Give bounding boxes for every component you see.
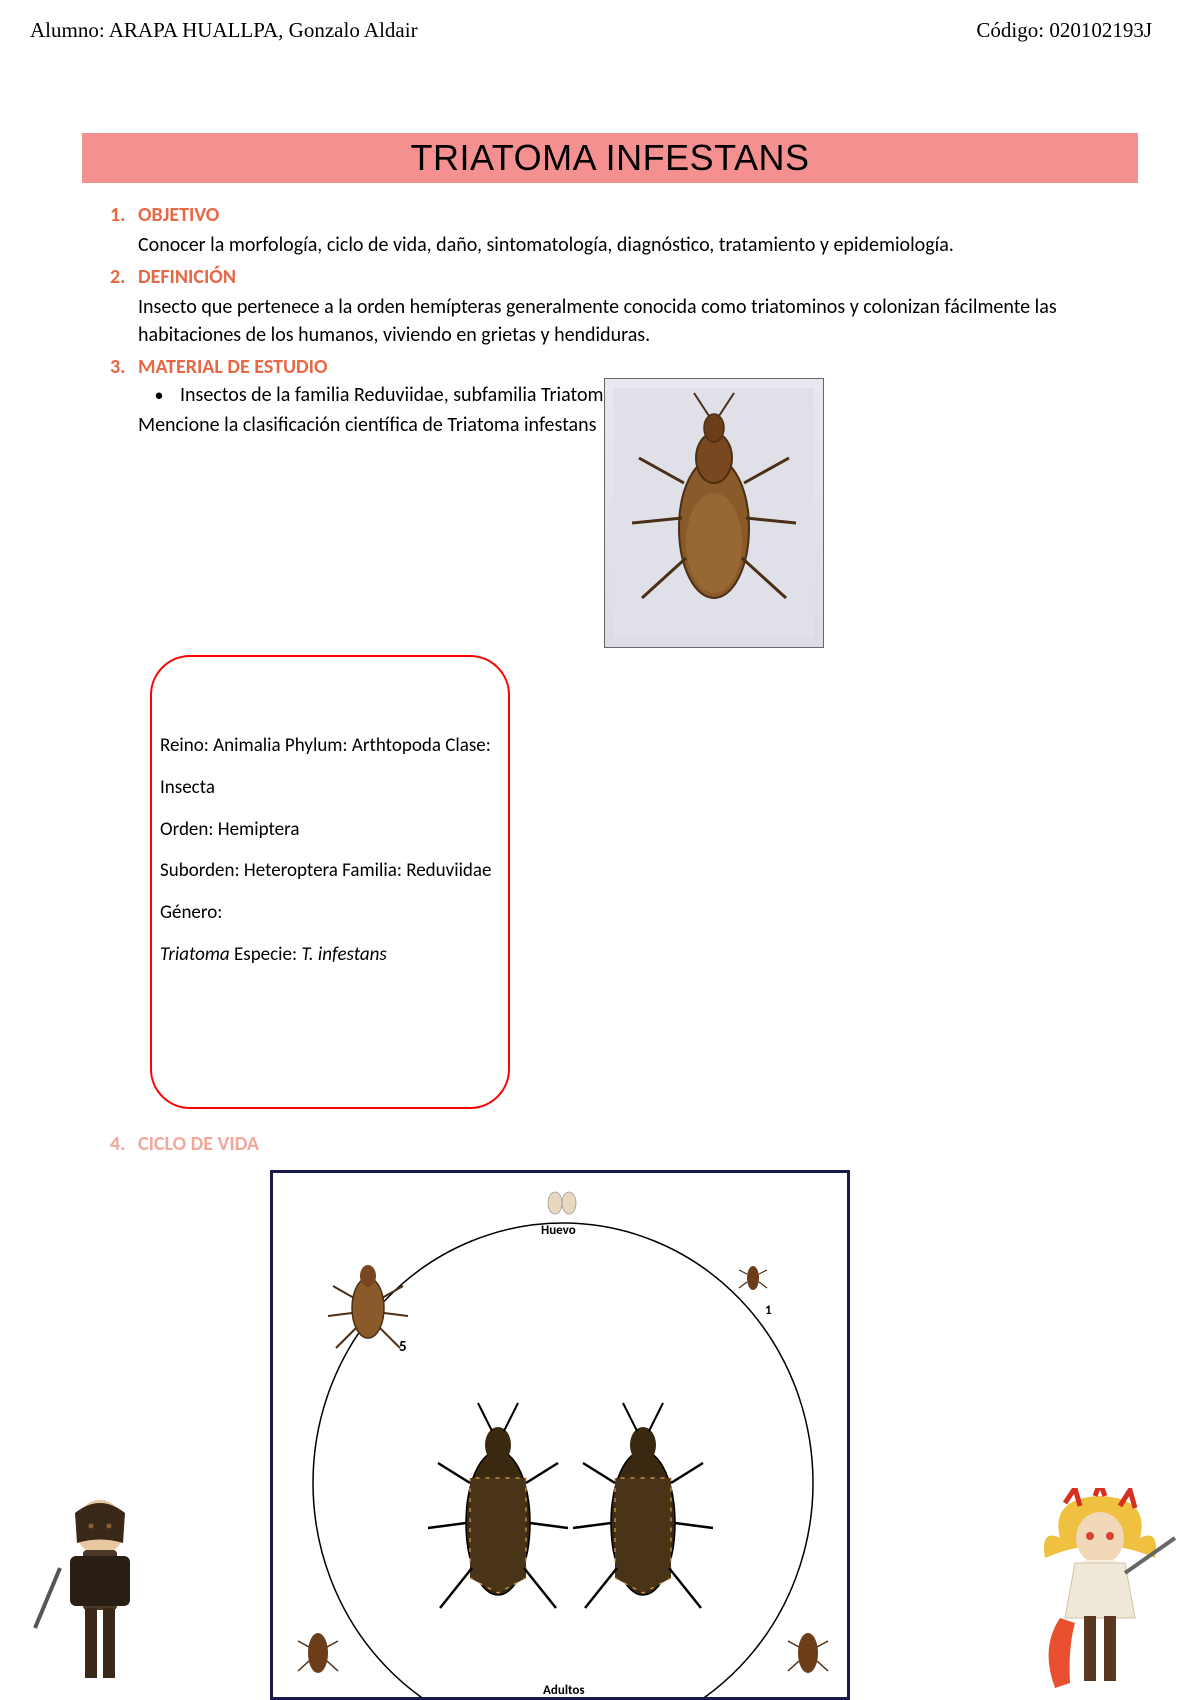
lifecycle-stage-5: 5	[399, 1338, 407, 1356]
section-3-heading: 3. MATERIAL DE ESTUDIO	[110, 353, 1100, 381]
section-title: MATERIAL DE ESTUDIO	[138, 353, 328, 381]
student-code: Código: 020102193J	[976, 18, 1152, 43]
species-name: T. infestans	[301, 943, 386, 966]
content-area: 1. OBJETIVO Conocer la morfología, ciclo…	[0, 183, 1200, 439]
section-4-heading: 4. CICLO DE VIDA	[110, 1132, 259, 1156]
page-header: Alumno: ARAPA HUALLPA, Gonzalo Aldair Có…	[0, 0, 1200, 43]
insect-photo	[604, 378, 824, 648]
lifecycle-stage-1: 1	[765, 1303, 772, 1318]
insect-illustration-icon	[614, 388, 814, 638]
bullet-text: Insectos de la familia Reduviidae, subfa…	[180, 381, 638, 409]
section-2-body: Insecto que pertenece a la orden hemípte…	[138, 293, 1100, 349]
classification-line-4: Triatoma Especie: T. infestans	[160, 934, 500, 976]
classification-line-3: Suborden: Heteroptera Familia: Reduviida…	[160, 850, 500, 934]
section-number: 3.	[110, 353, 138, 381]
genus-name: Triatoma	[160, 943, 230, 966]
section-number: 1.	[110, 201, 138, 229]
section-title: OBJETIVO	[138, 201, 219, 229]
section-number: 4.	[110, 1132, 138, 1156]
section-title: CICLO DE VIDA	[138, 1132, 259, 1156]
anime-figure-left-icon	[25, 1488, 175, 1698]
classification-box: Reino: Animalia Phylum: Arthtopoda Clase…	[150, 655, 510, 1109]
section-1-heading: 1. OBJETIVO	[110, 201, 1100, 229]
lifecycle-label-huevo: Huevo	[541, 1223, 576, 1238]
classification-line-2: Orden: Hemiptera	[160, 809, 500, 851]
section-title: DEFINICIÓN	[138, 263, 236, 291]
species-label: Especie:	[230, 943, 302, 966]
decorative-character-right	[1020, 1478, 1180, 1698]
lifecycle-diagram: Huevo Adultos 5 1	[270, 1170, 850, 1700]
section-2-heading: 2. DEFINICIÓN	[110, 263, 1100, 291]
lifecycle-circle-icon	[273, 1173, 850, 1700]
anime-figure-right-icon	[1020, 1488, 1180, 1698]
student-name: Alumno: ARAPA HUALLPA, Gonzalo Aldair	[30, 18, 418, 43]
decorative-character-left	[20, 1478, 180, 1698]
bullet-icon: •	[138, 383, 180, 408]
section-1-body: Conocer la morfología, ciclo de vida, da…	[138, 231, 1100, 259]
classification-line-1: Reino: Animalia Phylum: Arthtopoda Clase…	[160, 725, 500, 809]
lifecycle-label-adultos: Adultos	[543, 1683, 585, 1698]
section-number: 2.	[110, 263, 138, 291]
title-banner: TRIATOMA INFESTANS	[82, 133, 1138, 183]
